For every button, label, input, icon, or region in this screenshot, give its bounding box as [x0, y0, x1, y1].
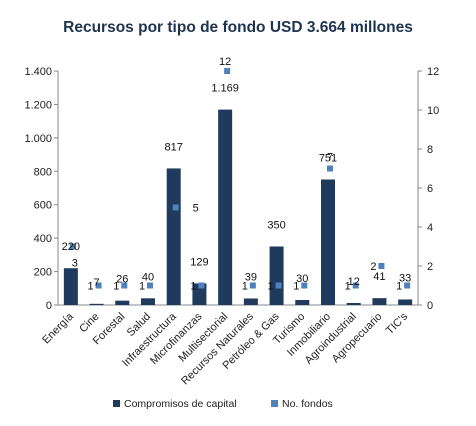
- bar: [141, 298, 155, 305]
- point-value-label: 1: [396, 281, 402, 293]
- bar: [346, 302, 361, 305]
- category-label: TIC's: [384, 310, 411, 337]
- point: [275, 282, 282, 289]
- legend: Compromisos de capital No. fondos: [113, 398, 333, 410]
- category-label: Energía: [40, 310, 76, 346]
- bar-value-label: 350: [267, 220, 285, 232]
- point-value-label: 1: [139, 281, 145, 293]
- bar-value-label: 817: [165, 141, 183, 153]
- point-value-label: 5: [193, 203, 199, 215]
- point: [69, 243, 76, 250]
- point-series: [69, 68, 411, 289]
- left-tick-label: 0: [46, 300, 52, 312]
- point-value-label: 7: [327, 152, 333, 164]
- left-tick-label: 1.400: [24, 66, 52, 78]
- bar: [269, 246, 284, 305]
- legend-swatch-bar: [113, 400, 120, 407]
- bar-value-label: 30: [296, 273, 308, 285]
- bar-value-label: 7: [94, 277, 100, 289]
- bar-value-label: 129: [190, 256, 208, 268]
- point: [404, 282, 411, 289]
- right-tick-label: 0: [427, 300, 433, 312]
- bar: [398, 299, 413, 305]
- point: [198, 282, 205, 289]
- category-labels: Energía CineForestalSaludInfraestructuraM…: [40, 310, 410, 387]
- bar: [115, 300, 130, 305]
- bar: [295, 299, 310, 305]
- bar-value-label: 751: [319, 152, 337, 164]
- point-value-label: 3: [72, 258, 78, 270]
- point: [249, 282, 256, 289]
- bar: [243, 298, 258, 305]
- bar-series: [63, 109, 413, 305]
- point-value-label: 1: [242, 281, 248, 293]
- chart-title: Recursos por tipo de fondo USD 3.664 mil…: [63, 19, 413, 36]
- legend-swatch-point: [271, 400, 278, 407]
- left-tick-label: 800: [34, 166, 52, 178]
- legend-label-point: No. fondos: [282, 398, 333, 410]
- right-tick-label: 10: [427, 105, 439, 117]
- point-value-label: 1: [88, 281, 94, 293]
- point-value-label: 12: [219, 56, 231, 68]
- point: [224, 68, 231, 74]
- right-tick-label: 12: [427, 66, 439, 78]
- bar-value-label: 1.169: [211, 83, 239, 95]
- bar-value-label: 33: [399, 272, 411, 284]
- point: [378, 263, 385, 269]
- left-tick-label: 600: [34, 200, 52, 212]
- bar: [321, 179, 335, 305]
- bar-data-labels: 220 7 26 40 817 129 1.169 39 350 30 751 12 41 33: [62, 83, 412, 289]
- point: [327, 165, 333, 172]
- point-value-label: 1: [345, 281, 351, 293]
- point-value-label: 1: [268, 281, 274, 293]
- point-value-label: 1: [293, 281, 299, 293]
- right-tick-label: 8: [427, 144, 433, 156]
- bar: [166, 168, 181, 305]
- right-tick-label: 2: [427, 261, 433, 273]
- point: [147, 282, 153, 289]
- bar: [63, 268, 78, 305]
- right-axis: 0 2 4 6 8 10 12: [417, 66, 439, 312]
- left-tick-label: 1.000: [24, 133, 52, 145]
- bar-value-label: 26: [116, 274, 128, 286]
- point-value-label: 1: [113, 281, 119, 293]
- point-value-label: 2: [370, 261, 376, 273]
- bar: [192, 283, 207, 305]
- point: [352, 282, 359, 289]
- left-tick-label: 1.200: [24, 99, 52, 111]
- left-tick-label: 200: [34, 267, 52, 279]
- bar-value-label: 220: [62, 241, 80, 253]
- point: [301, 282, 308, 289]
- bar: [218, 109, 233, 305]
- bar-value-label: 41: [373, 271, 385, 283]
- point: [121, 282, 128, 289]
- bar-value-label: 12: [348, 276, 360, 288]
- right-tick-label: 6: [427, 183, 433, 195]
- bar-value-label: 40: [142, 271, 154, 283]
- bar: [89, 303, 104, 305]
- left-tick-label: 400: [34, 233, 52, 245]
- point: [95, 282, 102, 289]
- legend-label-bar: Compromisos de capital: [124, 398, 237, 410]
- point: [172, 204, 179, 211]
- right-tick-label: 4: [427, 222, 433, 234]
- point-value-label: 1: [190, 281, 196, 293]
- bar-value-label: 39: [245, 271, 257, 283]
- bar: [372, 298, 387, 305]
